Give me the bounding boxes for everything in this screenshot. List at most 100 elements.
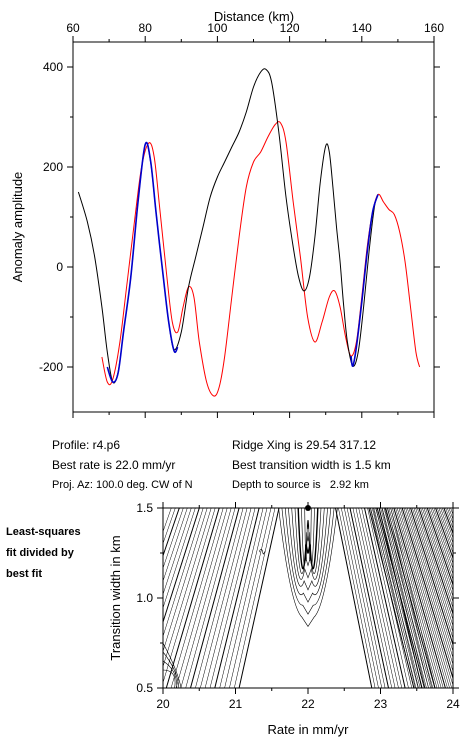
contour-line <box>400 508 453 687</box>
contour-line <box>381 508 431 688</box>
contour-line <box>163 508 192 596</box>
contour-lines <box>163 508 453 688</box>
misfit-contour-plot: 2 20 21 22 23 24 0.5 1.0 1.5 Rate in mm/yr Transit… <box>108 501 460 737</box>
contour-line <box>415 508 453 627</box>
x-tick-label: 22 <box>301 697 315 711</box>
contour-line <box>364 508 406 688</box>
contour-line <box>163 669 176 688</box>
contour-line <box>410 508 453 647</box>
contour-line <box>401 508 453 681</box>
contour-line <box>371 508 419 688</box>
y-tick-label: 200 <box>43 160 63 174</box>
y-tick-label: 1.0 <box>136 591 153 605</box>
contour-line <box>163 508 184 569</box>
x-tick-label: 20 <box>156 697 170 711</box>
contour-line <box>386 508 438 688</box>
contour-line <box>163 508 188 582</box>
contour-line <box>195 508 244 688</box>
contour-line <box>209 508 256 688</box>
contour-line <box>224 508 268 688</box>
top-axis-label: Distance (km) <box>214 9 294 24</box>
contour-line <box>163 508 180 558</box>
contour-line <box>435 508 453 560</box>
contour-line <box>219 508 264 688</box>
contour-line <box>190 508 240 688</box>
contour-line <box>393 508 446 688</box>
contour-line <box>349 508 389 688</box>
misfit-note-line: best fit <box>6 568 43 580</box>
best-fit-point <box>305 505 311 511</box>
y-tick-label: 0.5 <box>136 681 153 695</box>
contour-line <box>368 508 415 688</box>
contour-line <box>396 508 450 688</box>
contour-line <box>358 508 399 688</box>
contour-line <box>165 508 220 688</box>
contour-line <box>398 508 452 688</box>
fit-window-line-left <box>106 141 179 384</box>
contour-line <box>344 508 383 688</box>
contour-line <box>163 508 204 638</box>
contour-line <box>440 508 453 544</box>
contour-line <box>163 508 208 653</box>
contour-line <box>180 508 232 688</box>
contour-line <box>278 508 338 627</box>
contour-line <box>375 508 423 688</box>
contour-line <box>418 508 453 616</box>
contour-line <box>297 508 319 570</box>
contour-line <box>170 508 224 688</box>
contour-line <box>341 508 379 688</box>
misfit-note-line: fit divided by <box>6 547 74 559</box>
contour-line <box>238 508 280 688</box>
x-tick-label: 160 <box>424 21 444 35</box>
y-tick-label: 1.5 <box>136 501 153 515</box>
contour-line <box>381 508 426 688</box>
contour-line <box>426 508 453 587</box>
best-rate-label: Best rate is 22.0 mm/yr <box>52 458 176 472</box>
contour-line <box>281 508 335 615</box>
contour-line <box>361 508 403 688</box>
contour-line <box>403 508 453 673</box>
contour-line <box>163 660 178 688</box>
contour-line <box>408 508 453 653</box>
contour-line <box>373 508 421 688</box>
contour-line <box>422 508 453 603</box>
contour-line <box>163 651 180 688</box>
projection-azimuth-label: Proj. Az: 100.0 deg. CW of N <box>52 479 193 491</box>
contour-line <box>433 508 453 565</box>
contour-line <box>425 508 453 592</box>
contour-line <box>423 508 453 598</box>
ridge-crossing-label: Ridge Xing is 29.54 317.12 <box>232 438 377 452</box>
contour-line <box>214 508 260 688</box>
y-axis-label: Transition width in km <box>108 535 123 660</box>
contour-label: 2 <box>257 547 267 556</box>
contour-line <box>378 508 427 688</box>
y-tick-label: 400 <box>43 60 63 74</box>
contour-line <box>163 508 200 624</box>
source-depth-label: Depth to source is 2.92 km <box>232 479 369 491</box>
contour-line <box>163 642 182 688</box>
profile-label: Profile: r4.p6 <box>52 438 121 452</box>
contour-line <box>390 508 436 688</box>
x-tick-label: 23 <box>374 697 388 711</box>
y-axis-label: Anomaly amplitude <box>10 172 25 283</box>
contour-line <box>367 508 409 688</box>
contour-line <box>428 508 453 581</box>
contour-line <box>234 508 276 688</box>
x-tick-label: 140 <box>352 21 372 35</box>
contour-line <box>395 508 448 688</box>
contour-line <box>175 508 228 688</box>
contour-line <box>412 508 453 640</box>
contour-line <box>229 508 272 688</box>
contour-line <box>437 508 453 554</box>
contour-line <box>294 508 322 574</box>
x-tick-label: 100 <box>207 21 227 35</box>
contour-line <box>288 508 328 591</box>
contour-line <box>204 508 252 688</box>
contour-line <box>430 508 453 575</box>
contour-line <box>417 508 453 621</box>
contour-line <box>383 508 434 688</box>
contour-line <box>163 508 212 668</box>
contour-line <box>376 508 425 688</box>
contour-line <box>432 508 453 570</box>
x-tick-label: 24 <box>446 697 460 711</box>
